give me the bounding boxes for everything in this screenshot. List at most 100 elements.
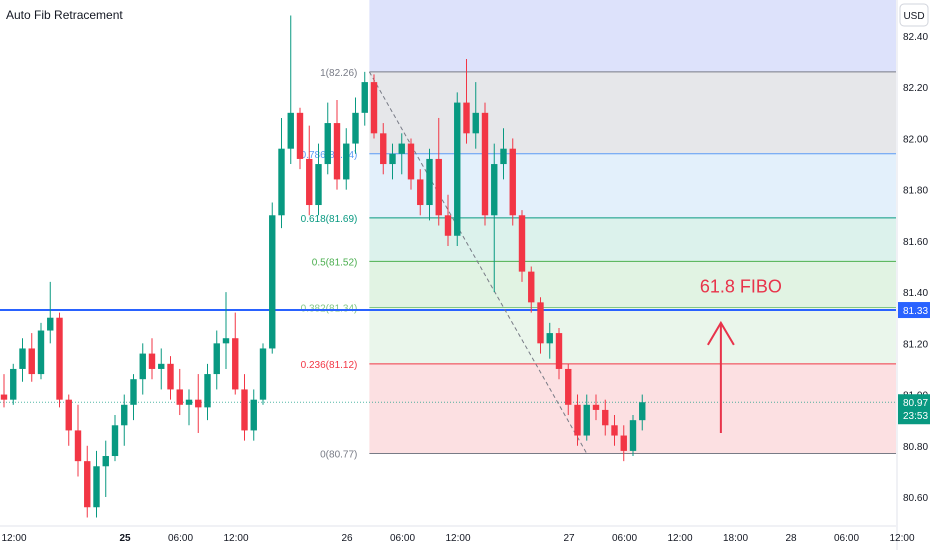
- candle-body: [565, 368, 572, 405]
- candle-body: [639, 402, 646, 421]
- candle-body: [102, 456, 109, 467]
- x-tick-label: 06:00: [834, 533, 859, 544]
- candle-body: [176, 389, 183, 405]
- annotation-text[interactable]: 61.8 FIBO: [700, 276, 782, 296]
- candle-layer: [0, 15, 646, 518]
- support-price-tag: 81.33: [898, 302, 930, 319]
- candle-body: [611, 425, 618, 436]
- candle-body: [250, 399, 257, 431]
- candle-body: [398, 143, 405, 154]
- candle-body: [435, 158, 442, 216]
- y-tick-label: 80.60: [903, 493, 928, 504]
- x-tick-label: 27: [563, 533, 575, 544]
- y-tick-label: 81.20: [903, 339, 928, 350]
- y-tick-label: 82.00: [903, 134, 928, 145]
- candle-body: [10, 368, 17, 400]
- candle-body: [259, 348, 267, 400]
- candle-body: [592, 404, 600, 410]
- fib-line-layer: 1(82.26)0.786(81.94)0.618(81.69)0.5(81.5…: [0, 68, 896, 460]
- countdown-label: 23:53: [903, 411, 928, 422]
- candle-body: [629, 420, 637, 451]
- candle-body: [546, 333, 553, 344]
- y-tick-label: 81.60: [903, 237, 928, 248]
- x-tick-label: 26: [341, 533, 353, 544]
- candle-body: [417, 179, 424, 206]
- fib-label-0.236: 0.236(81.12): [301, 360, 358, 371]
- x-tick-label: 12:00: [1, 533, 26, 544]
- candle-body: [232, 338, 239, 390]
- candle-body: [481, 112, 489, 216]
- candle-body: [195, 399, 202, 408]
- candle-body: [324, 123, 331, 165]
- indicator-title: Auto Fib Retracement: [6, 8, 123, 22]
- current-price-label: 80.97: [903, 398, 928, 409]
- candle-body: [518, 215, 526, 272]
- support-tag-label: 81.33: [903, 306, 928, 317]
- x-tick-label: 12:00: [667, 533, 692, 544]
- candle-body: [167, 363, 174, 390]
- candle-body: [528, 271, 535, 303]
- candle-body: [426, 158, 433, 206]
- candle-body: [65, 399, 72, 431]
- candle-body: [213, 343, 220, 375]
- x-tick-label: 06:00: [390, 533, 415, 544]
- candle-body: [47, 317, 54, 331]
- candle-body: [287, 112, 294, 149]
- candle-body: [574, 404, 581, 436]
- candle-body: [444, 215, 452, 236]
- fib-label-0.382: 0.382(81.34): [301, 303, 358, 314]
- candle-body: [84, 461, 91, 508]
- candle-body: [454, 102, 461, 236]
- current-tag-bg: [898, 394, 930, 425]
- candle-body: [389, 153, 396, 165]
- candle-body: [602, 409, 609, 426]
- annotation-arrow-head: [707, 320, 735, 346]
- fib-label-0.5: 0.5(81.52): [312, 257, 358, 268]
- y-tick-label: 80.80: [903, 442, 928, 453]
- candle-body: [463, 102, 470, 134]
- candle-body: [148, 353, 156, 369]
- currency-label: USD: [903, 11, 924, 22]
- candle-body: [121, 404, 128, 426]
- candle-body: [583, 404, 590, 436]
- y-tick-label: 82.40: [903, 32, 928, 43]
- candle-body: [380, 133, 387, 165]
- candle-body: [315, 164, 322, 206]
- candle-body: [74, 430, 82, 462]
- candle-body: [500, 148, 507, 165]
- candle-body: [130, 379, 137, 405]
- currency-button[interactable]: USD: [899, 3, 929, 27]
- candle-body: [306, 158, 313, 206]
- x-tick-label: 18:00: [723, 533, 748, 544]
- x-tick-label: 25: [119, 533, 131, 544]
- fib-zone-extension: [369, 0, 896, 72]
- candle-body: [491, 164, 498, 216]
- fib-zone-1: [369, 71, 896, 154]
- candle-body: [0, 394, 8, 400]
- candle-body: [19, 348, 26, 369]
- candle-body: [352, 112, 359, 144]
- candle-body: [343, 143, 350, 180]
- candle-body: [269, 215, 276, 349]
- fib-fill-layer: [369, 0, 896, 454]
- overlay-layer: 61.8 FIBO: [700, 276, 782, 433]
- candle-body: [555, 333, 563, 369]
- candle-body: [222, 338, 230, 344]
- x-tick-label: 12:00: [445, 533, 470, 544]
- candle-body: [111, 425, 119, 457]
- candle-body: [241, 389, 248, 431]
- fib-trend-line: [368, 71, 588, 454]
- candle-body: [509, 148, 516, 216]
- y-tick-label: 82.20: [903, 83, 928, 94]
- candle-body: [139, 353, 146, 380]
- candle-body: [361, 82, 368, 113]
- candle-body: [472, 112, 479, 134]
- candle-body: [158, 363, 165, 369]
- fib-zone-0.382: [369, 307, 896, 364]
- support-tag-bg: [898, 302, 930, 319]
- candle-body: [333, 123, 341, 180]
- candle-body: [56, 317, 63, 400]
